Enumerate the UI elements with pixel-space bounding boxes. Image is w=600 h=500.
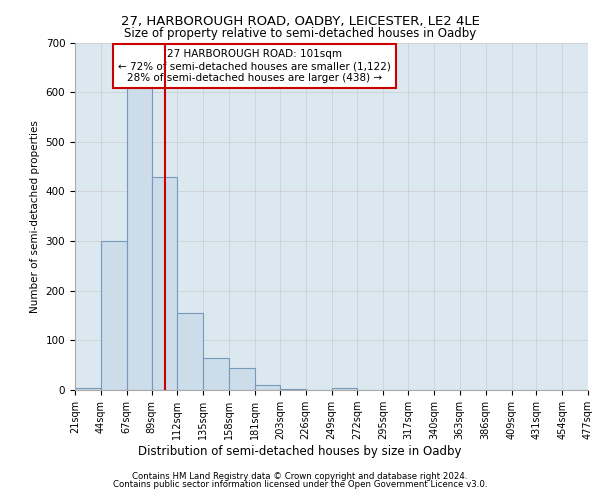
Text: 27, HARBOROUGH ROAD, OADBY, LEICESTER, LE2 4LE: 27, HARBOROUGH ROAD, OADBY, LEICESTER, L… — [121, 15, 479, 28]
Bar — [203, 358, 229, 390]
Text: Contains HM Land Registry data © Crown copyright and database right 2024.: Contains HM Land Registry data © Crown c… — [132, 472, 468, 481]
Y-axis label: Number of semi-detached properties: Number of semi-detached properties — [30, 120, 40, 312]
Bar — [75, 388, 101, 390]
Text: Distribution of semi-detached houses by size in Oadby: Distribution of semi-detached houses by … — [138, 444, 462, 458]
Bar — [127, 82, 151, 390]
Bar — [255, 385, 280, 390]
Bar — [229, 368, 255, 390]
Bar — [151, 176, 178, 390]
Text: 27 HARBOROUGH ROAD: 101sqm
← 72% of semi-detached houses are smaller (1,122)
28%: 27 HARBOROUGH ROAD: 101sqm ← 72% of semi… — [118, 50, 391, 82]
Bar — [331, 388, 358, 390]
Text: Contains public sector information licensed under the Open Government Licence v3: Contains public sector information licen… — [113, 480, 487, 489]
Bar — [101, 241, 127, 390]
Bar — [178, 313, 203, 390]
Text: Size of property relative to semi-detached houses in Oadby: Size of property relative to semi-detach… — [124, 28, 476, 40]
Bar — [280, 389, 305, 390]
